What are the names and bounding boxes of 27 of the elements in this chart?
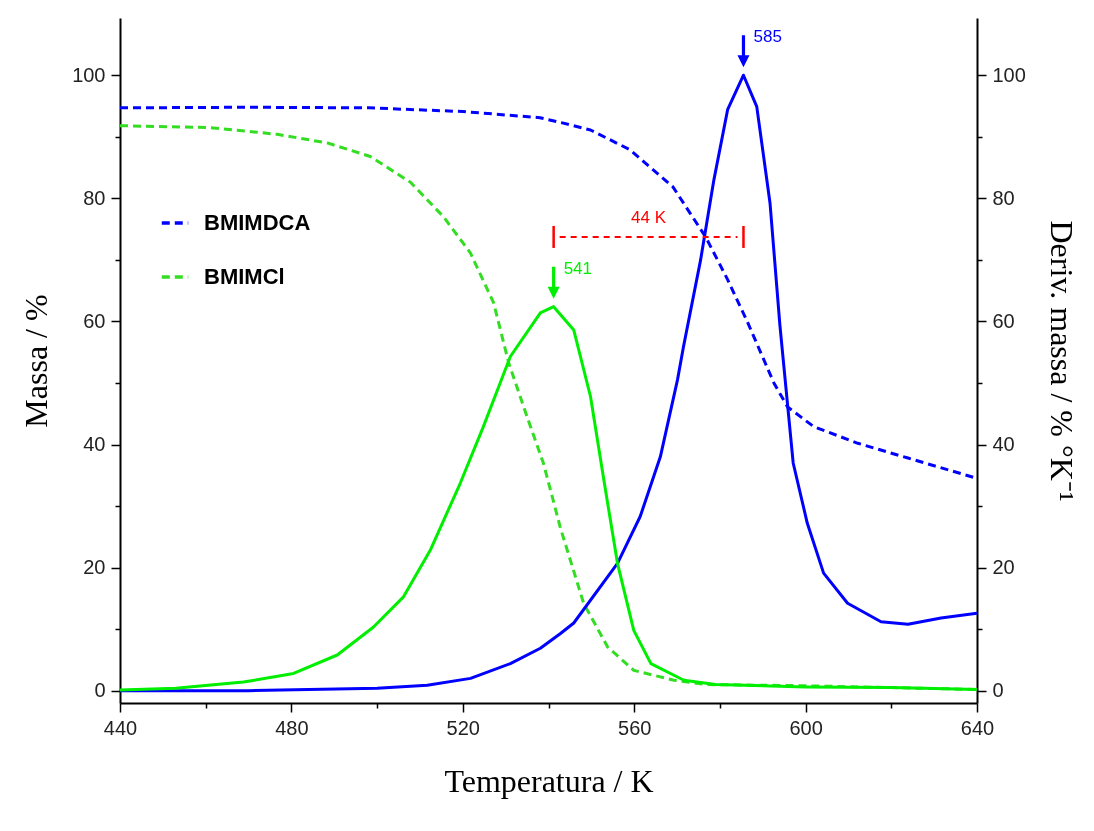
x-tick-label: 520 bbox=[446, 716, 480, 739]
y2-tick-label: 0 bbox=[992, 679, 1004, 702]
y-tick-label: 20 bbox=[83, 556, 106, 579]
x-tick-label: 440 bbox=[103, 716, 138, 739]
y2-tick-label: 20 bbox=[992, 556, 1015, 579]
y2-tick-label: 40 bbox=[992, 433, 1015, 456]
x-tick-label: 640 bbox=[960, 716, 995, 739]
legend-label: BMIMCl bbox=[204, 264, 285, 289]
x-tick-label: 480 bbox=[275, 716, 309, 739]
x-tick-label: 600 bbox=[789, 716, 823, 739]
line-series bbox=[120, 305, 977, 692]
y-axis-title: Massa / % bbox=[18, 294, 55, 428]
y-tick-label: 60 bbox=[83, 309, 106, 332]
y2-tick-label: 100 bbox=[992, 63, 1026, 86]
y2-tick-label: 80 bbox=[992, 186, 1015, 209]
y-tick-label: 0 bbox=[94, 679, 106, 702]
x-tick-label: 560 bbox=[618, 716, 652, 739]
y-tick-label: 80 bbox=[83, 186, 106, 209]
annotation: 44 K bbox=[631, 207, 667, 227]
annotation: 585 bbox=[753, 27, 782, 47]
legend-label: BMIMDCA bbox=[204, 210, 311, 235]
y2-tick-label: 60 bbox=[992, 309, 1015, 332]
y-tick-label: 40 bbox=[83, 433, 106, 456]
y2-axis-title: Deriv. massa / % °K⁻¹ bbox=[1043, 220, 1080, 502]
y-tick-label: 100 bbox=[72, 63, 106, 86]
annotation: 541 bbox=[563, 258, 593, 278]
x-axis-title: Temperatura / K bbox=[444, 762, 654, 799]
